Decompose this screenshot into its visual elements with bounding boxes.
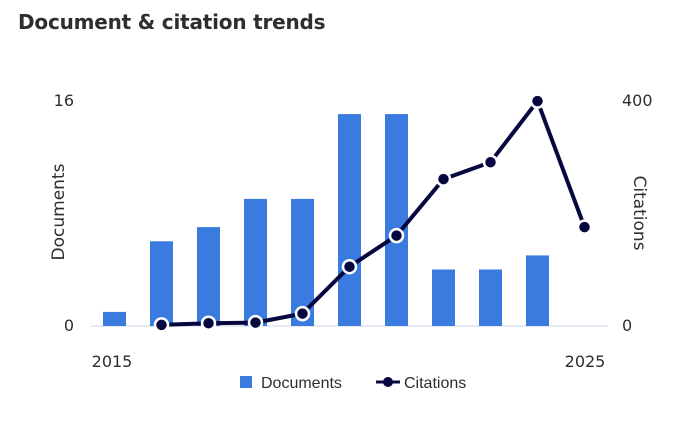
bar-2023 <box>479 269 502 326</box>
citations-point-2024 <box>529 93 546 109</box>
line-series <box>153 93 593 333</box>
bar-2021 <box>385 114 408 326</box>
legend-label-citations: Citations <box>404 375 466 392</box>
x-tick-last: 2025 <box>565 352 606 371</box>
y-left-tick-max: 16 <box>54 91 74 110</box>
citations-point-2025 <box>576 219 593 235</box>
legend-swatch-documents <box>240 376 252 388</box>
bar-2016 <box>150 241 173 327</box>
citations-point-2022 <box>435 171 452 187</box>
bar-2020 <box>338 114 361 326</box>
chart-title: Document & citation trends <box>18 10 326 34</box>
citations-point-2018 <box>247 314 264 331</box>
bar-2022 <box>432 269 455 326</box>
citations-point-2020 <box>341 258 358 275</box>
y-right-tick-max: 400 <box>622 91 653 110</box>
y-right-tick-min: 0 <box>622 316 632 335</box>
y-right-axis-title: Citations <box>629 175 649 250</box>
y-left-tick-min: 0 <box>64 316 74 335</box>
x-tick-first: 2015 <box>92 352 133 371</box>
y-left-axis-title: Documents <box>49 163 69 260</box>
bar-series <box>103 114 549 327</box>
legend-label-documents: Documents <box>261 375 342 392</box>
bar-2024 <box>526 255 549 326</box>
bar-2018 <box>244 198 267 326</box>
citations-point-2021 <box>388 227 405 244</box>
citations-point-2017 <box>200 315 217 331</box>
legend-swatch-citations-marker <box>383 377 393 387</box>
bar-2017 <box>197 227 220 326</box>
citations-point-2019 <box>294 305 311 322</box>
bar-2015 <box>103 311 126 326</box>
citations-point-2016 <box>153 317 170 333</box>
citations-line <box>161 99 587 327</box>
citations-point-2023 <box>482 154 499 170</box>
bar-2019 <box>291 198 314 326</box>
legend: Documents Citations <box>240 375 466 392</box>
